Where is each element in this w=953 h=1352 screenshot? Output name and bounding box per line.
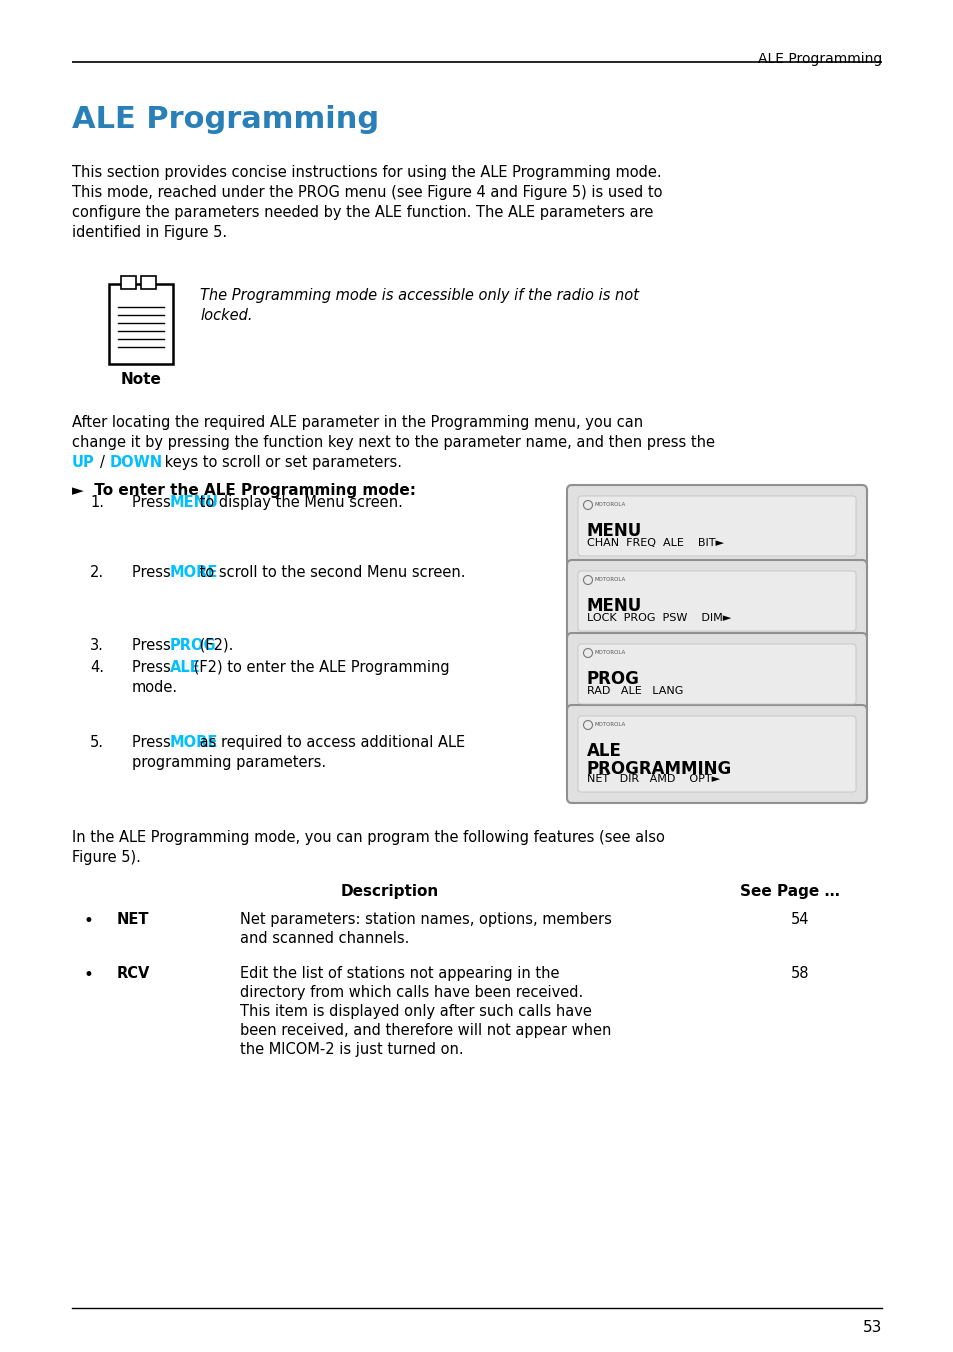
Text: PROG: PROG [586, 671, 639, 688]
Text: •: • [84, 965, 93, 984]
Text: to scroll to the second Menu screen.: to scroll to the second Menu screen. [195, 565, 465, 580]
FancyBboxPatch shape [566, 633, 866, 715]
Text: 4.: 4. [90, 660, 104, 675]
Text: UP: UP [71, 456, 94, 470]
Text: ALE Programming: ALE Programming [71, 105, 378, 134]
Text: been received, and therefore will not appear when: been received, and therefore will not ap… [240, 1023, 611, 1038]
Text: Press: Press [132, 735, 175, 750]
Text: This item is displayed only after such calls have: This item is displayed only after such c… [240, 1005, 591, 1019]
Text: (F2) to enter the ALE Programming: (F2) to enter the ALE Programming [189, 660, 449, 675]
Text: •: • [84, 913, 93, 930]
Text: mode.: mode. [132, 680, 178, 695]
Text: CHAN  FREQ  ALE    BIT►: CHAN FREQ ALE BIT► [586, 538, 723, 548]
FancyBboxPatch shape [566, 485, 866, 566]
Text: Note: Note [120, 372, 161, 387]
FancyBboxPatch shape [121, 276, 136, 288]
Text: 1.: 1. [90, 495, 104, 510]
Text: DOWN: DOWN [110, 456, 163, 470]
Text: After locating the required ALE parameter in the Programming menu, you can: After locating the required ALE paramete… [71, 415, 642, 430]
Text: the MICOM-2 is just turned on.: the MICOM-2 is just turned on. [240, 1042, 463, 1057]
Text: Description: Description [340, 884, 438, 899]
FancyBboxPatch shape [578, 644, 855, 704]
Text: Press: Press [132, 638, 175, 653]
Text: MENU: MENU [170, 495, 219, 510]
Text: MOTOROLA: MOTOROLA [595, 650, 625, 654]
Text: Edit the list of stations not appearing in the: Edit the list of stations not appearing … [240, 965, 558, 982]
Text: 58: 58 [790, 965, 808, 982]
Text: See Page …: See Page … [740, 884, 839, 899]
Text: Figure 5).: Figure 5). [71, 850, 141, 865]
Text: change it by pressing the function key next to the parameter name, and then pres: change it by pressing the function key n… [71, 435, 714, 450]
Text: MORE: MORE [170, 565, 218, 580]
Text: ►  To enter the ALE Programming mode:: ► To enter the ALE Programming mode: [71, 483, 416, 498]
FancyBboxPatch shape [578, 717, 855, 792]
Text: LOCK  PROG  PSW    DIM►: LOCK PROG PSW DIM► [586, 612, 731, 623]
Text: ALE: ALE [586, 742, 621, 760]
Text: ALE Programming: ALE Programming [757, 51, 882, 66]
Text: Press: Press [132, 565, 175, 580]
Text: locked.: locked. [200, 308, 253, 323]
FancyBboxPatch shape [566, 560, 866, 642]
Text: and scanned channels.: and scanned channels. [240, 932, 409, 946]
Text: MOTOROLA: MOTOROLA [595, 577, 625, 581]
Text: PROG: PROG [170, 638, 216, 653]
Text: Press: Press [132, 495, 175, 510]
Text: This mode, reached under the PROG menu (see Figure 4 and Figure 5) is used to: This mode, reached under the PROG menu (… [71, 185, 661, 200]
FancyBboxPatch shape [578, 496, 855, 556]
Text: 53: 53 [862, 1320, 882, 1334]
Text: RCV: RCV [117, 965, 151, 982]
Text: This section provides concise instructions for using the ALE Programming mode.: This section provides concise instructio… [71, 165, 661, 180]
Text: NET   DIR   AMD    OPT►: NET DIR AMD OPT► [586, 773, 720, 784]
Text: MENU: MENU [586, 522, 641, 539]
Text: RAD   ALE   LANG: RAD ALE LANG [586, 685, 682, 696]
Text: ALE: ALE [170, 660, 201, 675]
Text: 5.: 5. [90, 735, 104, 750]
Text: MENU: MENU [586, 598, 641, 615]
FancyBboxPatch shape [141, 276, 156, 288]
Text: The Programming mode is accessible only if the radio is not: The Programming mode is accessible only … [200, 288, 639, 303]
Text: identified in Figure 5.: identified in Figure 5. [71, 224, 227, 241]
Text: 2.: 2. [90, 565, 104, 580]
FancyBboxPatch shape [578, 571, 855, 631]
Text: configure the parameters needed by the ALE function. The ALE parameters are: configure the parameters needed by the A… [71, 206, 653, 220]
Text: 3.: 3. [90, 638, 104, 653]
Text: Press: Press [132, 660, 175, 675]
Text: NET: NET [117, 913, 150, 927]
FancyBboxPatch shape [109, 284, 172, 364]
Text: to display the Menu screen.: to display the Menu screen. [195, 495, 403, 510]
Text: directory from which calls have been received.: directory from which calls have been rec… [240, 986, 582, 1000]
Text: MOTOROLA: MOTOROLA [595, 722, 625, 727]
Text: 54: 54 [790, 913, 808, 927]
Text: PROGRAMMING: PROGRAMMING [586, 760, 732, 777]
Text: programming parameters.: programming parameters. [132, 754, 326, 771]
Text: MOTOROLA: MOTOROLA [595, 502, 625, 507]
Text: keys to scroll or set parameters.: keys to scroll or set parameters. [160, 456, 401, 470]
Text: (F2).: (F2). [195, 638, 233, 653]
Text: as required to access additional ALE: as required to access additional ALE [195, 735, 465, 750]
Text: Net parameters: station names, options, members: Net parameters: station names, options, … [240, 913, 611, 927]
Text: /: / [100, 456, 105, 470]
Text: In the ALE Programming mode, you can program the following features (see also: In the ALE Programming mode, you can pro… [71, 830, 664, 845]
Text: MORE: MORE [170, 735, 218, 750]
FancyBboxPatch shape [566, 704, 866, 803]
